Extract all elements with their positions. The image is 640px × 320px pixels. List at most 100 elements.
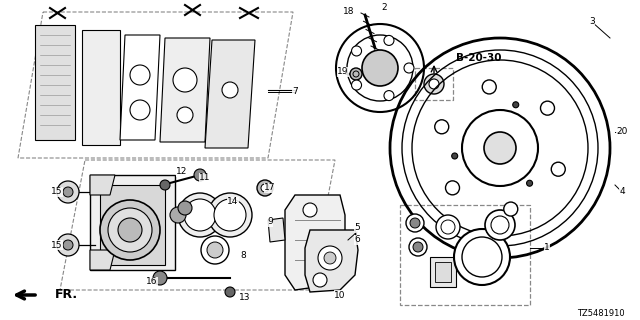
Polygon shape — [100, 185, 165, 265]
Circle shape — [527, 180, 532, 186]
Circle shape — [177, 107, 193, 123]
Polygon shape — [205, 40, 255, 148]
Text: 6: 6 — [354, 236, 360, 244]
Bar — [415, 68, 453, 100]
Circle shape — [551, 162, 565, 176]
Circle shape — [313, 273, 327, 287]
Circle shape — [201, 236, 229, 264]
Text: TZ5481910: TZ5481910 — [577, 308, 625, 317]
Polygon shape — [120, 35, 160, 140]
Circle shape — [57, 234, 79, 256]
Text: 8: 8 — [240, 251, 246, 260]
Circle shape — [261, 184, 269, 192]
Circle shape — [436, 215, 460, 239]
Polygon shape — [90, 175, 115, 195]
Circle shape — [214, 199, 246, 231]
Circle shape — [504, 202, 518, 216]
Text: B-20-30: B-20-30 — [456, 53, 502, 63]
Circle shape — [324, 252, 336, 264]
Circle shape — [410, 218, 420, 228]
Polygon shape — [90, 175, 175, 270]
Bar — [430, 257, 456, 287]
Circle shape — [351, 80, 362, 90]
Circle shape — [118, 218, 142, 242]
Text: 12: 12 — [176, 167, 188, 177]
Circle shape — [350, 68, 362, 80]
Bar — [435, 262, 451, 282]
Circle shape — [208, 193, 252, 237]
Circle shape — [207, 242, 223, 258]
Circle shape — [225, 287, 235, 297]
Circle shape — [170, 207, 186, 223]
Circle shape — [194, 169, 206, 181]
Text: 2: 2 — [381, 4, 387, 12]
Text: 5: 5 — [354, 223, 360, 233]
Text: 11: 11 — [199, 173, 211, 182]
Circle shape — [318, 246, 342, 270]
Text: 15: 15 — [51, 241, 63, 250]
Text: 4: 4 — [619, 188, 625, 196]
Text: 9: 9 — [267, 218, 273, 227]
Circle shape — [513, 102, 519, 108]
Circle shape — [173, 68, 197, 92]
Text: 18: 18 — [343, 7, 355, 17]
Circle shape — [404, 63, 414, 73]
Circle shape — [108, 208, 152, 252]
Polygon shape — [90, 250, 115, 270]
Circle shape — [178, 201, 192, 215]
Circle shape — [178, 193, 222, 237]
Text: 14: 14 — [227, 197, 239, 206]
Text: 3: 3 — [589, 18, 595, 27]
Circle shape — [462, 237, 502, 277]
Text: 20: 20 — [616, 127, 628, 137]
Text: FR.: FR. — [55, 289, 78, 301]
Circle shape — [452, 153, 458, 159]
Polygon shape — [305, 230, 358, 292]
Circle shape — [63, 187, 73, 197]
Circle shape — [424, 74, 444, 94]
Circle shape — [351, 46, 362, 56]
Circle shape — [257, 180, 273, 196]
Text: 1: 1 — [544, 244, 550, 252]
Circle shape — [429, 79, 439, 89]
Polygon shape — [18, 12, 293, 158]
Circle shape — [491, 216, 509, 234]
Text: 15: 15 — [51, 188, 63, 196]
Polygon shape — [35, 25, 75, 140]
Circle shape — [541, 101, 554, 115]
Circle shape — [100, 200, 160, 260]
Circle shape — [409, 238, 427, 256]
Polygon shape — [285, 195, 345, 290]
Circle shape — [130, 65, 150, 85]
Bar — [400, 205, 530, 305]
Text: 7: 7 — [292, 87, 298, 97]
Polygon shape — [82, 30, 120, 145]
Circle shape — [454, 229, 510, 285]
Text: 19: 19 — [337, 68, 349, 76]
Text: 10: 10 — [334, 291, 346, 300]
Circle shape — [57, 181, 79, 203]
Polygon shape — [268, 218, 285, 242]
Circle shape — [303, 203, 317, 217]
Circle shape — [413, 242, 423, 252]
Text: 17: 17 — [264, 183, 276, 193]
Circle shape — [485, 210, 515, 240]
Circle shape — [63, 240, 73, 250]
Circle shape — [153, 271, 167, 285]
Circle shape — [222, 82, 238, 98]
Circle shape — [482, 80, 496, 94]
Circle shape — [406, 214, 424, 232]
Circle shape — [435, 120, 449, 134]
Polygon shape — [60, 160, 335, 290]
Polygon shape — [160, 38, 210, 142]
Circle shape — [484, 132, 516, 164]
Circle shape — [362, 50, 398, 86]
Circle shape — [184, 199, 216, 231]
Circle shape — [441, 220, 455, 234]
Text: 13: 13 — [239, 293, 251, 302]
Circle shape — [384, 36, 394, 45]
Circle shape — [384, 91, 394, 100]
Circle shape — [445, 181, 460, 195]
Circle shape — [130, 100, 150, 120]
Text: 16: 16 — [147, 277, 157, 286]
